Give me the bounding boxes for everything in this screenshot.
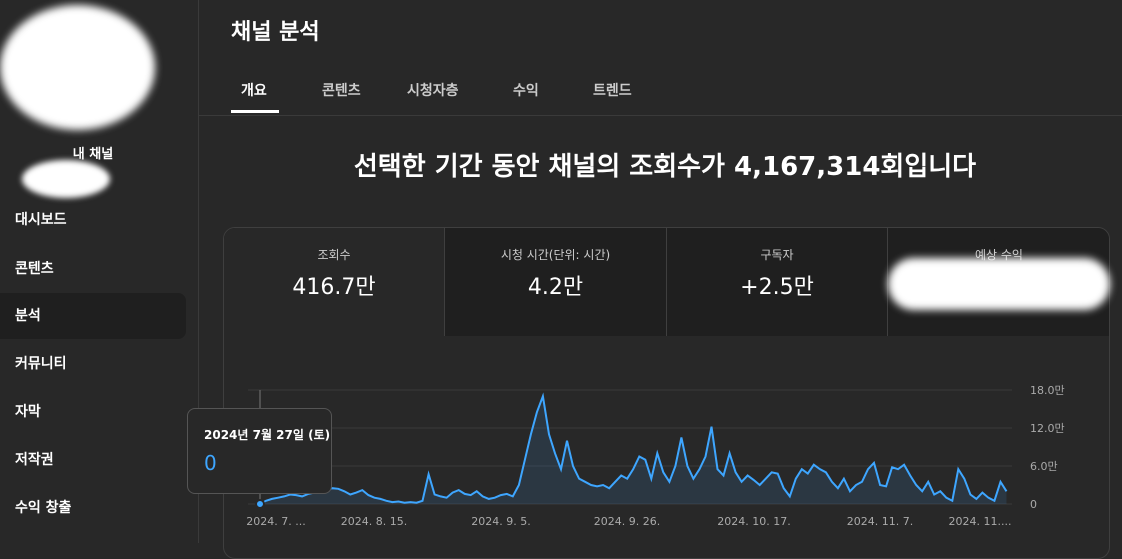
channel-label: 내 채널 [72,147,114,162]
blurred-avatar [0,5,155,130]
tab[interactable]: 수익 [513,83,539,99]
chart: 0 6.0만 12.0만 18.0만 2024. 7. ... 2024. 8. 15. 2… [246,384,1065,528]
headline: 선택한 기간 동안 채널의 조회수가 4,167,314회입니다 [353,152,977,182]
metric-card[interactable]: 조회수 416.7만 [224,228,445,336]
tab[interactable]: 시청자층 [407,83,459,99]
nav-item[interactable]: 저작권 [15,452,54,468]
nav-item[interactable]: 콘텐츠 [15,261,54,277]
blurred-channel-name [22,160,110,198]
y-tick-label: 6.0만 [1030,460,1058,473]
tooltip-value: 0 [204,451,217,475]
x-tick-label: 2024. 9. 5. [471,515,530,528]
tab[interactable]: 트렌드 [593,83,632,99]
nav-item[interactable]: 대시보드 [15,212,67,228]
y-tick-label: 0 [1030,498,1037,511]
hover-dot [255,499,265,509]
metric-value: +2.5만 [740,275,814,300]
x-tick-label: 2024. 10. 17. [717,515,790,528]
y-tick-label: 12.0만 [1030,422,1065,435]
x-tick-label: 2024. 8. 15. [341,515,407,528]
tab[interactable]: 개요 [241,83,267,99]
divider [199,115,1122,116]
y-tick-label: 18.0만 [1030,384,1065,397]
blurred-revenue [888,258,1110,310]
tab[interactable]: 콘텐츠 [322,83,361,99]
metric-value: 4.2만 [527,275,584,300]
tooltip-date: 2024년 7월 27일 (토) [204,428,331,442]
x-tick-label: 2024. 7. ... [246,515,305,528]
area-fill [260,396,1007,504]
metric-label: 구독자 [760,248,794,262]
nav-item[interactable]: 분석 [0,293,186,339]
x-tick-label: 2024. 9. 26. [594,515,660,528]
x-tick-label: 2024. 11. 7. [847,515,913,528]
nav-item[interactable]: 수익 창출 [15,500,72,516]
metric-label: 조회수 [317,248,351,262]
metric-value: 416.7만 [292,275,376,300]
line [259,392,1008,505]
page-title: 채널 분석 [231,20,320,45]
x-tick-label: 2024. 11.... [949,515,1012,528]
metric-label: 시청 시간(단위: 시간) [500,248,611,262]
metric-card[interactable]: 시청 시간(단위: 시간) 4.2만 [446,228,667,336]
tooltip: 2024년 7월 27일 (토) 0 [187,408,332,494]
active-tab-indicator [231,110,279,113]
metric-card[interactable]: 구독자 +2.5만 [667,228,888,336]
nav-item[interactable]: 자막 [15,404,41,420]
nav-item[interactable]: 커뮤니티 [15,356,67,372]
